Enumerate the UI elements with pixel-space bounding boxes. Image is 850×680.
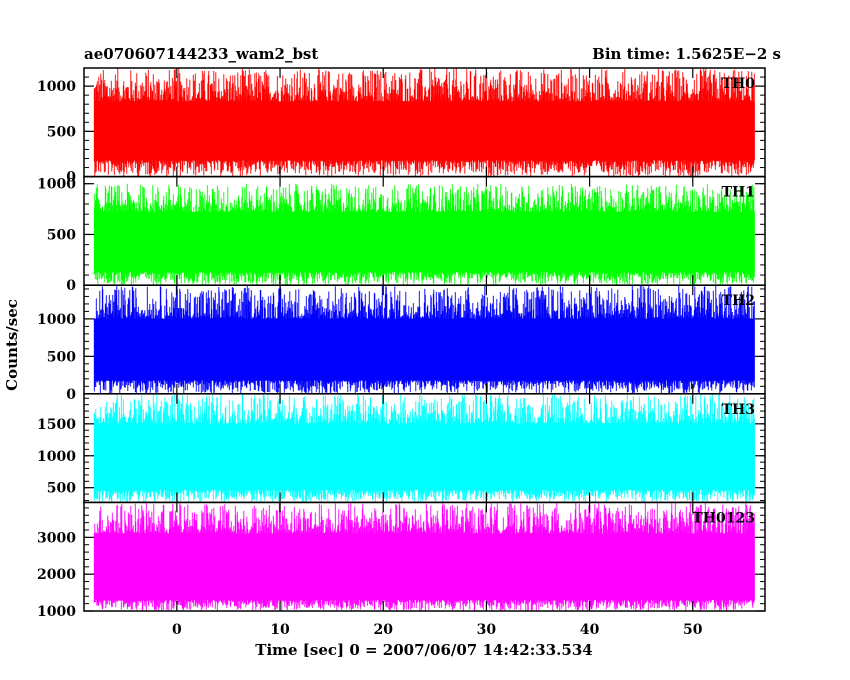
y-tick-label-th2-1: 500 — [47, 349, 76, 365]
series-line-th0123 — [93, 502, 755, 611]
panel-frame-th0123 — [83, 501, 766, 612]
series-line-th3 — [93, 393, 755, 503]
chart-title: ae070607144233_wam2_bst — [84, 45, 318, 63]
series-line-th0 — [93, 68, 755, 177]
panel-th1: 0 500 1000 TH1 — [37, 175, 766, 294]
x-axis-label: Time [sec] 0 = 2007/06/07 14:42:33.534 — [255, 641, 592, 659]
panel-label-th0123: TH0123 — [692, 510, 755, 526]
y-tick-label-th0123-2: 3000 — [37, 530, 76, 546]
y-axis-label: Counts/sec — [3, 299, 21, 391]
x-ticks-group: 0 10 20 30 40 50 — [172, 622, 703, 638]
series-line-th2 — [93, 285, 755, 394]
x-tick-label-3: 30 — [477, 622, 497, 638]
x-tick-label-5: 50 — [683, 622, 703, 638]
panel-th3: 500 1000 1500 TH3 — [37, 393, 766, 504]
y-tick-label-th0123-0: 1000 — [37, 604, 76, 620]
y-tick-label-th2-0: 0 — [66, 387, 76, 403]
series-line-th1 — [93, 183, 755, 286]
y-tick-label-th0-2: 1000 — [37, 79, 76, 95]
x-tick-label-2: 20 — [373, 622, 393, 638]
x-tick-label-1: 10 — [270, 622, 290, 638]
y-tick-label-th0-1: 500 — [47, 124, 76, 140]
panel-label-th2: TH2 — [722, 293, 755, 309]
y-tick-label-th2-2: 1000 — [37, 312, 76, 328]
y-tick-label-th0123-1: 2000 — [37, 567, 76, 583]
y-tick-label-th0-0: 0 — [66, 170, 76, 186]
chart-subtitle: Bin time: 1.5625E−2 s — [592, 45, 781, 63]
x-tick-label-4: 40 — [580, 622, 600, 638]
panel-th0123: 1000 2000 3000 TH0123 — [37, 501, 766, 620]
y-tick-label-th3-2: 1500 — [37, 417, 76, 433]
panel-label-th3: TH3 — [722, 402, 755, 418]
panel-label-th0: TH0 — [722, 76, 756, 92]
y-tick-label-th3-0: 500 — [47, 481, 76, 497]
y-tick-label-th1-0: 0 — [66, 278, 76, 294]
y-tick-label-th3-1: 1000 — [37, 449, 76, 465]
panel-th0: 0 500 1000 TH0 — [37, 67, 766, 186]
panels-group: 0 500 1000 TH0 0 500 1000 TH1 0 500 1000 TH2 500 1000… — [37, 67, 766, 620]
x-tick-label-0: 0 — [172, 622, 182, 638]
y-tick-label-th1-2: 1000 — [37, 177, 76, 193]
panel-th2: 0 500 1000 TH2 — [37, 284, 766, 403]
y-tick-label-th1-1: 500 — [47, 227, 76, 243]
panel-label-th1: TH1 — [722, 185, 755, 201]
